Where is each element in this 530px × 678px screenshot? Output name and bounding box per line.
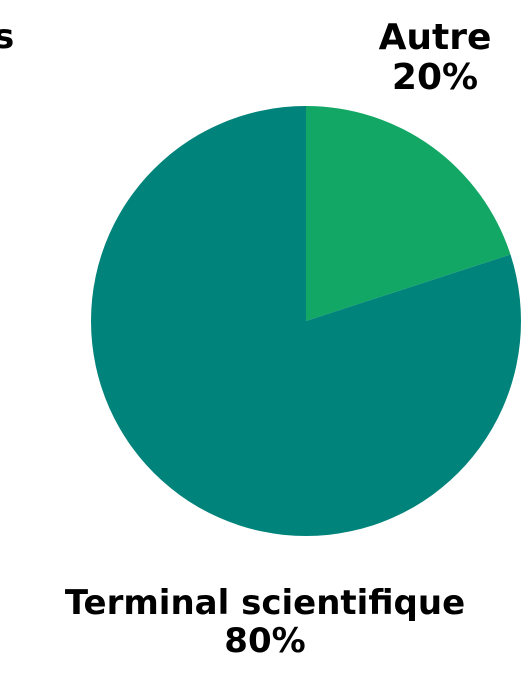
slice-label-autre-percent: 20%: [391, 57, 479, 99]
slice-label-terminal-scientifique: Terminal scientifique 80%: [20, 584, 510, 660]
pie-slice-terminal-scientifique: [90, 106, 521, 537]
cropped-label-fragment: s: [0, 17, 15, 57]
slice-label-autre: Autre 20%: [360, 17, 510, 99]
pie-slices: [90, 106, 521, 537]
slice-label-autre-name: Autre: [378, 17, 492, 58]
slice-label-terminal-percent: 80%: [224, 621, 306, 662]
pie-slice-autre: [306, 106, 511, 321]
slice-label-terminal-name: Terminal scientifique: [64, 583, 466, 623]
